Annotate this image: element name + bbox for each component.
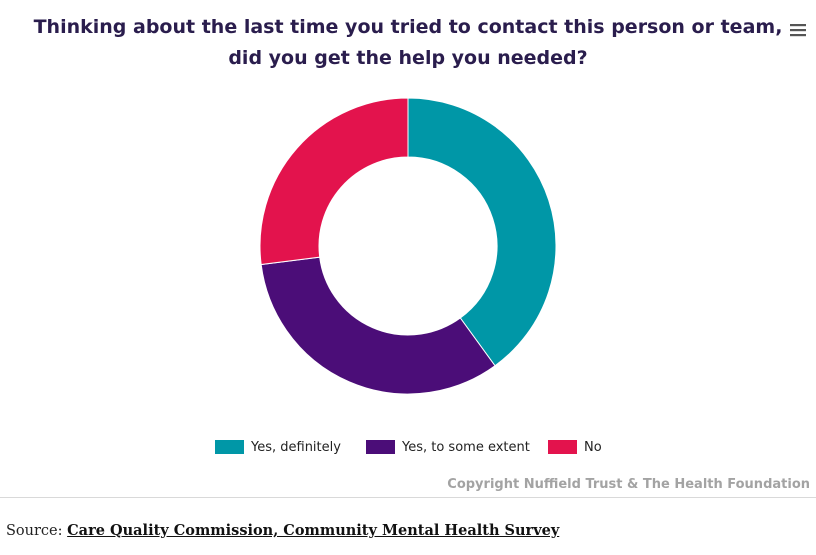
divider [0, 497, 816, 498]
hamburger-menu-icon [790, 24, 806, 37]
legend-label: Yes, definitely [251, 439, 341, 455]
legend-swatch [366, 440, 395, 454]
donut-slice-no[interactable] [259, 97, 409, 266]
legend-swatch [548, 440, 577, 454]
chart-container: Thinking about the last time you tried t… [0, 16, 816, 492]
source-line: Source: Care Quality Commission, Communi… [6, 522, 559, 539]
legend-swatch [215, 440, 244, 454]
source-prefix: Source: [6, 523, 68, 539]
legend-item[interactable]: Yes, to some extent [366, 437, 530, 457]
legend-label: Yes, to some extent [402, 439, 530, 455]
source-link[interactable]: Care Quality Commission, Community Menta… [67, 522, 560, 539]
chart-title: Thinking about the last time you tried t… [33, 16, 783, 69]
legend-item[interactable]: No [548, 437, 602, 457]
donut-chart [259, 97, 557, 395]
legend-label: No [584, 439, 602, 455]
chart-legend: Yes, definitely Yes, to some extent No [0, 437, 816, 457]
donut-slice-yes-to-some-extent[interactable] [260, 256, 496, 395]
chart-menu-button[interactable] [788, 20, 808, 40]
donut-slice-yes-definitely[interactable] [407, 97, 557, 367]
legend-item[interactable]: Yes, definitely [215, 437, 341, 457]
chart-credit: Copyright Nuffield Trust & The Health Fo… [447, 477, 810, 492]
